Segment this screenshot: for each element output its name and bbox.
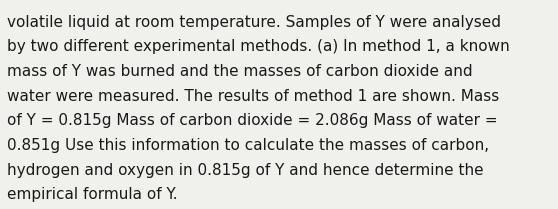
Text: volatile liquid at room temperature. Samples of Y were analysed: volatile liquid at room temperature. Sam… [7, 15, 501, 30]
Text: 0.851g Use this information to calculate the masses of carbon,: 0.851g Use this information to calculate… [7, 138, 489, 153]
Text: hydrogen and oxygen in 0.815g of Y and hence determine the: hydrogen and oxygen in 0.815g of Y and h… [7, 163, 484, 178]
Text: by two different experimental methods. (a) In method 1, a known: by two different experimental methods. (… [7, 39, 510, 54]
Text: water were measured. The results of method 1 are shown. Mass: water were measured. The results of meth… [7, 89, 499, 104]
Text: mass of Y was burned and the masses of carbon dioxide and: mass of Y was burned and the masses of c… [7, 64, 473, 79]
Text: of Y = 0.815g Mass of carbon dioxide = 2.086g Mass of water =: of Y = 0.815g Mass of carbon dioxide = 2… [7, 113, 498, 128]
Text: empirical formula of Y.: empirical formula of Y. [7, 187, 178, 202]
